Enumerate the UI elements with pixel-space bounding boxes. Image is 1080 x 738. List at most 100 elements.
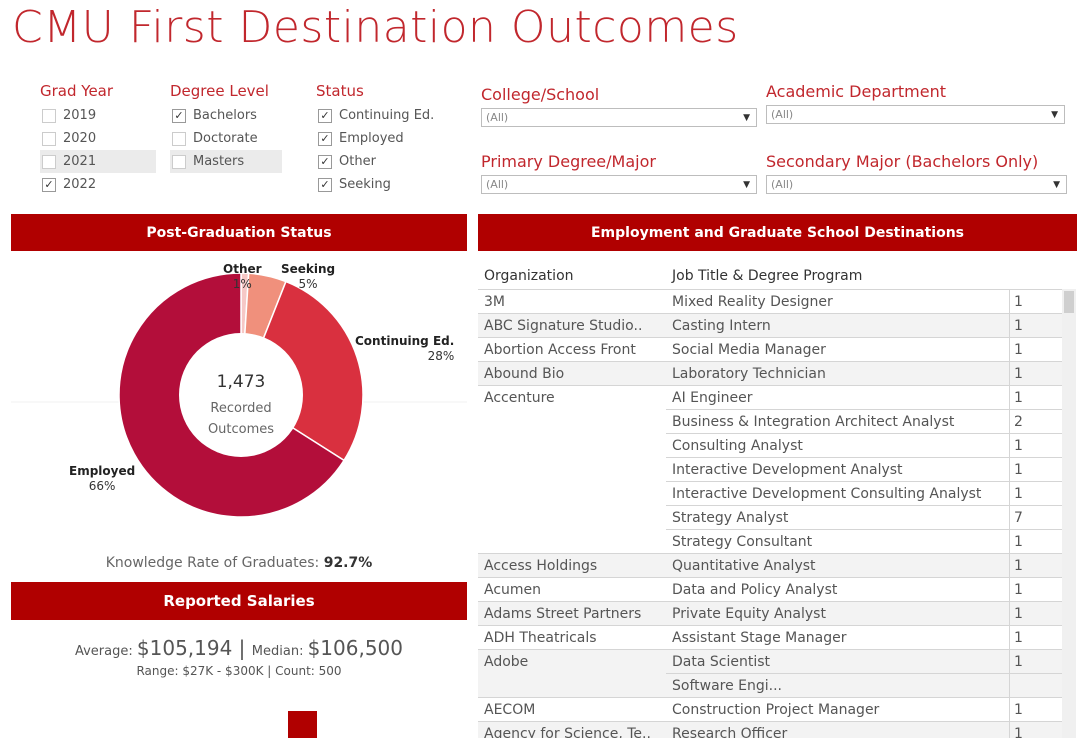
college-label: College/School <box>481 85 600 104</box>
column-header-job-title[interactable]: Job Title & Degree Program <box>672 268 863 284</box>
checkbox-checked-icon[interactable]: ✓ <box>318 131 332 146</box>
job-cell: Laboratory Technician <box>672 366 826 382</box>
table-row[interactable]: Interactive Development Consulting Analy… <box>478 481 1062 505</box>
degree-level-label: Degree Level <box>170 82 269 100</box>
table-row[interactable]: Software Engi... <box>478 673 1062 697</box>
grad-year-option[interactable]: 2021 <box>40 150 156 173</box>
checkbox-empty-icon[interactable] <box>172 131 186 146</box>
checkbox-empty-icon[interactable] <box>42 108 56 123</box>
college-filter: College/School (All) ▼ <box>481 85 757 127</box>
table-row[interactable]: Adobe Data Scientist 1 <box>478 649 1062 673</box>
checkbox-checked-icon[interactable]: ✓ <box>172 108 186 123</box>
org-cell <box>478 433 666 457</box>
total-outcomes-caption: Recorded Outcomes <box>207 401 275 437</box>
table-row[interactable]: AECOM Construction Project Manager 1 <box>478 697 1062 721</box>
count-cell: 1 <box>1009 433 1062 457</box>
count-cell: 1 <box>1009 602 1062 625</box>
job-cell: Mixed Reality Designer <box>672 294 833 310</box>
checkbox-empty-icon[interactable] <box>42 154 56 169</box>
job-cell: Private Equity Analyst <box>672 606 826 622</box>
table-row[interactable]: Strategy Analyst 7 <box>478 505 1062 529</box>
table-row[interactable]: Strategy Consultant 1 <box>478 529 1062 553</box>
salary-histogram-bar[interactable] <box>288 711 317 738</box>
label-continuing-ed: Continuing Ed. 28% <box>355 334 455 363</box>
degree-level-filter: Degree Level ✓ Bachelors Doctorate Masters <box>170 82 282 173</box>
table-row[interactable]: ADH Theatricals Assistant Stage Manager 1 <box>478 625 1062 649</box>
degree-level-option-label: Doctorate <box>193 131 258 146</box>
grad-year-option-label: 2021 <box>63 154 97 169</box>
org-cell: Agency for Science, Te.. <box>484 726 651 738</box>
degree-level-option[interactable]: ✓ Bachelors <box>170 104 282 127</box>
checkbox-empty-icon[interactable] <box>172 154 186 169</box>
count-cell: 1 <box>1009 529 1062 553</box>
org-cell: Accenture <box>484 390 555 406</box>
org-cell: ABC Signature Studio.. <box>484 318 643 334</box>
checkbox-checked-icon[interactable]: ✓ <box>318 177 332 192</box>
job-cell: Data and Policy Analyst <box>672 582 838 598</box>
status-option[interactable]: ✓ Seeking <box>316 173 446 196</box>
grad-year-option[interactable]: 2020 <box>40 127 156 150</box>
job-cell: Assistant Stage Manager <box>672 630 847 646</box>
total-outcomes: 1,473 <box>216 372 266 392</box>
table-row[interactable]: ABC Signature Studio.. Casting Intern 1 <box>478 313 1062 337</box>
table-row[interactable]: Accenture AI Engineer 1 <box>478 385 1062 409</box>
donut-slice-continuing-ed[interactable] <box>240 280 364 462</box>
job-cell: Consulting Analyst <box>666 433 1009 457</box>
grad-year-option[interactable]: 2019 <box>40 104 156 127</box>
grad-year-filter: Grad Year 2019 2020 2021 ✓ 2022 <box>40 82 156 196</box>
checkbox-empty-icon[interactable] <box>42 131 56 146</box>
academic-dept-select[interactable]: (All) ▼ <box>766 105 1065 124</box>
table-row[interactable]: Interactive Development Analyst 1 <box>478 457 1062 481</box>
checkbox-checked-icon[interactable]: ✓ <box>318 108 332 123</box>
status-option[interactable]: ✓ Other <box>316 150 446 173</box>
status-panel-header: Post-Graduation Status <box>11 214 467 251</box>
table-row[interactable]: Acumen Data and Policy Analyst 1 <box>478 577 1062 601</box>
column-header-organization[interactable]: Organization <box>484 268 574 284</box>
checkbox-checked-icon[interactable]: ✓ <box>318 154 332 169</box>
secondary-major-select[interactable]: (All) ▼ <box>766 175 1067 194</box>
chevron-down-icon: ▼ <box>743 112 750 123</box>
table-row[interactable]: Agency for Science, Te.. Research Officer… <box>478 721 1062 738</box>
degree-level-option[interactable]: Masters <box>170 150 282 173</box>
page-title: CMU First Destination Outcomes <box>12 2 739 53</box>
degree-level-option[interactable]: Doctorate <box>170 127 282 150</box>
count-cell: 1 <box>1009 362 1062 385</box>
status-option[interactable]: ✓ Continuing Ed. <box>316 104 446 127</box>
table-row[interactable]: Access Holdings Quantitative Analyst 1 <box>478 553 1062 577</box>
college-select[interactable]: (All) ▼ <box>481 108 757 127</box>
table-row[interactable]: Abortion Access Front Social Media Manage… <box>478 337 1062 361</box>
table-row[interactable]: Abound Bio Laboratory Technician 1 <box>478 361 1062 385</box>
count-cell: 1 <box>1009 578 1062 601</box>
job-cell: Strategy Analyst <box>666 505 1009 529</box>
grad-year-option[interactable]: ✓ 2022 <box>40 173 156 196</box>
org-cell: Adobe <box>484 654 529 670</box>
table-row[interactable]: Consulting Analyst 1 <box>478 433 1062 457</box>
table-row[interactable]: 3M Mixed Reality Designer 1 <box>478 289 1062 313</box>
salaries-panel-header: Reported Salaries <box>11 582 467 620</box>
secondary-major-value: (All) <box>771 178 794 191</box>
job-cell: Interactive Development Analyst <box>666 457 1009 481</box>
count-cell: 2 <box>1009 409 1062 433</box>
count-cell: 1 <box>1009 386 1062 409</box>
org-cell <box>478 457 666 481</box>
primary-major-value: (All) <box>486 178 509 191</box>
table-row[interactable]: Adams Street Partners Private Equity Anal… <box>478 601 1062 625</box>
org-cell: AECOM <box>484 702 536 718</box>
org-cell <box>478 673 666 697</box>
primary-major-select[interactable]: (All) ▼ <box>481 175 757 194</box>
job-cell: Strategy Consultant <box>666 529 1009 553</box>
table-row[interactable]: Business & Integration Architect Analyst… <box>478 409 1062 433</box>
status-donut-panel: Other 1% Seeking 5% Continuing Ed. 28% Empl… <box>11 252 467 548</box>
status-option[interactable]: ✓ Employed <box>316 127 446 150</box>
checkbox-checked-icon[interactable]: ✓ <box>42 177 56 192</box>
degree-level-option-label: Bachelors <box>193 108 257 123</box>
grad-year-option-label: 2019 <box>63 108 97 123</box>
table-scrollbar[interactable] <box>1062 289 1076 738</box>
count-cell: 1 <box>1009 698 1062 721</box>
org-cell <box>478 505 666 529</box>
count-cell: 1 <box>1009 554 1062 577</box>
table-scrollbar-thumb[interactable] <box>1064 291 1074 313</box>
label-seeking: Seeking 5% <box>281 262 336 291</box>
job-cell: Casting Intern <box>672 318 771 334</box>
job-cell: Quantitative Analyst <box>672 558 816 574</box>
